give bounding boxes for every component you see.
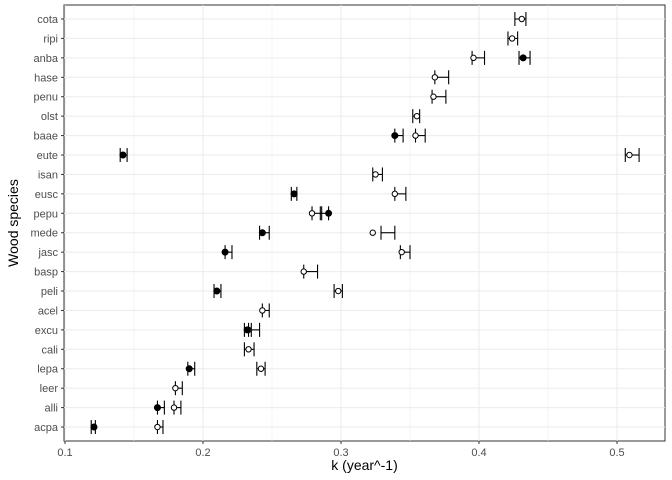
data-points: [90, 15, 633, 431]
open-point-cota: [518, 15, 525, 23]
y-tick-label-cota: cota: [37, 14, 59, 26]
open-point-hase: [431, 74, 439, 81]
filled-point-pepu: [325, 209, 333, 217]
open-point-eute: [626, 151, 633, 159]
y-tick-label-eusc: eusc: [35, 189, 59, 201]
open-point-alli: [170, 404, 178, 411]
x-axis-title: k (year^-1): [331, 457, 397, 473]
open-point-cali: [245, 346, 252, 353]
y-tick-label-pepu: pepu: [34, 208, 58, 220]
open-point-pepu: [308, 210, 316, 217]
open-point-penu: [430, 93, 437, 100]
x-tick-label: 0.4: [471, 447, 486, 459]
y-tick-label-alli: alli: [45, 403, 58, 415]
error-bar-mede: [380, 225, 396, 240]
y-tick-label-olst: olst: [41, 111, 58, 123]
open-point-acel: [259, 307, 266, 314]
y-tick-label-peli: peli: [41, 286, 58, 298]
open-point-isan: [372, 171, 379, 178]
y-tick-label-lepa: lepa: [37, 364, 59, 376]
open-point-anba: [470, 54, 477, 62]
open-point-olst: [413, 112, 421, 120]
plot-panel: [63, 4, 666, 442]
open-point-ripi: [508, 35, 516, 42]
x-axis: 0.1 0.2 0.3 0.4 0.5: [57, 441, 625, 459]
x-tick-label: 0.1: [57, 447, 72, 459]
filled-point-anba: [519, 54, 527, 62]
y-tick-label-baae: baae: [34, 131, 58, 143]
open-point-baae: [412, 132, 419, 139]
y-tick-label-ripi: ripi: [43, 33, 58, 45]
filled-point-eusc: [290, 190, 298, 198]
y-tick-label-basp: basp: [34, 267, 58, 279]
y-tick-label-mede: mede: [30, 228, 58, 240]
filled-point-alli: [153, 404, 161, 412]
filled-point-mede: [258, 229, 266, 237]
y-tick-label-jasc: jasc: [37, 247, 58, 259]
open-point-leer: [172, 384, 179, 392]
y-tick-label-leer: leer: [40, 383, 59, 395]
y-tick-label-penu: penu: [34, 92, 58, 104]
filled-point-jasc: [221, 248, 229, 256]
x-tick-label: 0.3: [333, 447, 348, 459]
y-tick-label-acpa: acpa: [34, 422, 59, 434]
open-point-lepa: [257, 365, 265, 372]
open-point-eusc: [391, 190, 399, 198]
filled-point-peli: [213, 287, 221, 295]
y-axis-title: Wood species: [5, 179, 21, 267]
open-point-jasc: [398, 248, 405, 256]
x-tick-label: 0.2: [195, 447, 210, 459]
y-tick-label-excu: excu: [35, 325, 58, 337]
open-point-acpa: [154, 423, 161, 431]
open-point-peli: [335, 287, 342, 295]
x-tick-label: 0.5: [609, 447, 624, 459]
open-point-basp: [300, 268, 307, 275]
filled-point-eute: [119, 151, 127, 159]
y-tick-label-eute: eute: [37, 150, 58, 162]
filled-point-lepa: [185, 365, 193, 373]
y-tick-label-anba: anba: [34, 53, 59, 65]
y-tick-label-isan: isan: [38, 169, 58, 181]
filled-point-acpa: [90, 423, 98, 431]
open-point-mede: [369, 229, 376, 236]
gridlines: [64, 5, 665, 441]
y-axis: cota ripi anba hase penu olst baae eute isan eusc…: [30, 14, 64, 434]
filled-point-baae: [391, 132, 399, 140]
y-tick-label-hase: hase: [34, 72, 58, 84]
filled-point-excu: [243, 326, 251, 334]
y-tick-label-acel: acel: [38, 305, 58, 317]
y-tick-label-cali: cali: [41, 344, 58, 356]
